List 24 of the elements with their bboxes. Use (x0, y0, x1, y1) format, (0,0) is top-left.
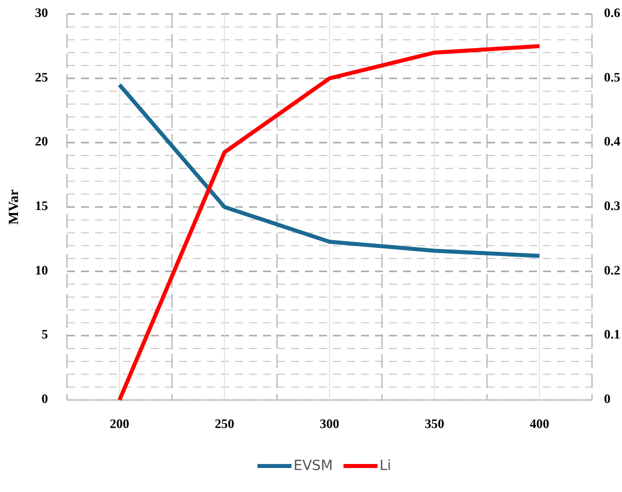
y2-tick-label: 0.3 (604, 198, 621, 213)
y-tick-label: 10 (35, 262, 48, 278)
y-tick-label: 0 (42, 390, 48, 406)
y-tick-label: 30 (35, 4, 48, 20)
x-tick-label: 400 (530, 416, 550, 431)
line-series (118, 82, 542, 258)
y2-tick-label: 0.2 (604, 262, 620, 278)
x-tick-label: 300 (320, 416, 340, 431)
x-tick-label: 200 (110, 416, 130, 431)
legend-label: EVSM (294, 458, 333, 474)
y2-tick-label: 0.6 (604, 4, 621, 20)
y2-tick-label: 0.4 (604, 134, 621, 149)
y-tick-label: 15 (35, 198, 48, 213)
y2-tick-label: 0.1 (604, 326, 620, 342)
y-tick-label: 25 (35, 69, 48, 84)
line-series (118, 44, 542, 402)
y-tick-label: 20 (35, 134, 48, 149)
x-tick-label: 350 (424, 416, 444, 431)
legend-label: Li (380, 458, 392, 474)
x-tick-label: 250 (214, 416, 234, 431)
y2-tick-label: 0.5 (604, 69, 621, 84)
y2-tick-label: 0 (604, 390, 610, 406)
y-axis-title: MVar (7, 189, 22, 225)
y-tick-label: 5 (42, 326, 48, 342)
